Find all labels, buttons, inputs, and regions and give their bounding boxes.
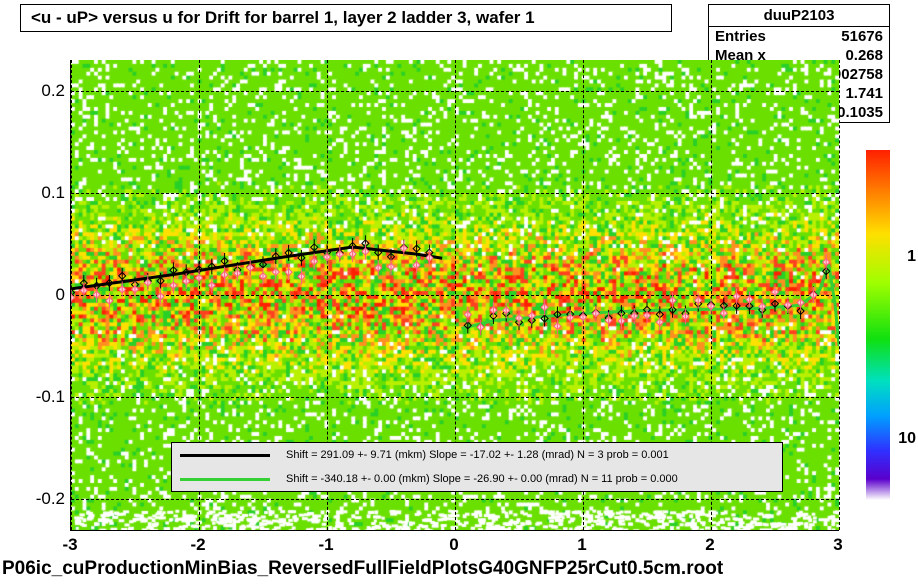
legend-label-1: Shift = 291.09 +- 9.71 (mkm) Slope = -17… bbox=[286, 449, 669, 461]
plot-title-text: <u - uP> versus u for Drift for barrel 1… bbox=[31, 8, 535, 28]
plot-title: <u - uP> versus u for Drift for barrel 1… bbox=[20, 4, 672, 32]
ytick-label: 0.2 bbox=[41, 81, 65, 101]
ytick-label: 0 bbox=[56, 285, 65, 305]
colorbar-label: 1 bbox=[907, 248, 916, 266]
colorbar-label: 10 bbox=[898, 430, 916, 448]
colorbar bbox=[866, 150, 890, 500]
xtick-label: -3 bbox=[62, 535, 77, 555]
stats-name: duuP2103 bbox=[709, 5, 889, 27]
legend-swatch-2 bbox=[180, 478, 270, 481]
stats-row: Entries51676 bbox=[709, 27, 889, 46]
xtick-label: 1 bbox=[577, 535, 586, 555]
legend-swatch-1 bbox=[180, 454, 270, 457]
legend-box: Shift = 291.09 +- 9.71 (mkm) Slope = -17… bbox=[171, 442, 783, 492]
ytick-label: -0.2 bbox=[36, 489, 65, 509]
legend-row-2: Shift = -340.18 +- 0.00 (mkm) Slope = -2… bbox=[172, 467, 782, 491]
xtick-label: -1 bbox=[318, 535, 333, 555]
ytick-label: 0.1 bbox=[41, 183, 65, 203]
plot-area: Shift = 291.09 +- 9.71 (mkm) Slope = -17… bbox=[70, 60, 839, 531]
xtick-label: 0 bbox=[449, 535, 458, 555]
xtick-label: 3 bbox=[833, 535, 842, 555]
legend-row-1: Shift = 291.09 +- 9.71 (mkm) Slope = -17… bbox=[172, 443, 782, 467]
legend-label-2: Shift = -340.18 +- 0.00 (mkm) Slope = -2… bbox=[286, 473, 678, 485]
xtick-label: -2 bbox=[190, 535, 205, 555]
ytick-label: -0.1 bbox=[36, 387, 65, 407]
xtick-label: 2 bbox=[705, 535, 714, 555]
file-caption: P06ic_cuProductionMinBias_ReversedFullFi… bbox=[2, 558, 723, 580]
